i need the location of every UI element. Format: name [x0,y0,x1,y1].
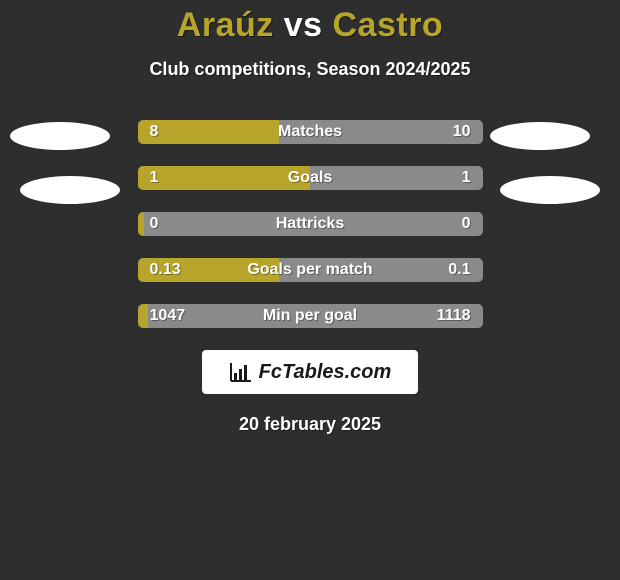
stat-right-value: 0.1 [448,258,470,282]
title-player1: Araúz [177,6,274,44]
stat-right-value: 1 [462,166,471,190]
stat-right-value: 1118 [437,304,471,328]
stat-row: 1Goals1 [138,166,483,190]
fctables-logo: FcTables.com [202,350,418,394]
stat-right-value: 0 [462,212,471,236]
title-player2: Castro [333,6,444,44]
title: Araúz vs Castro [0,0,620,45]
stat-label: Hattricks [138,212,483,236]
stat-row: 0Hattricks0 [138,212,483,236]
comparison-infographic: Araúz vs Castro Club competitions, Seaso… [0,0,620,580]
logo-text: FcTables.com [259,361,392,384]
stat-bars: 8Matches101Goals10Hattricks00.13Goals pe… [138,120,483,328]
stat-label: Goals [138,166,483,190]
team-badge-left-2 [20,176,120,204]
team-badge-left-1 [10,122,110,150]
title-vs: vs [284,6,323,44]
subtitle: Club competitions, Season 2024/2025 [0,59,620,80]
stat-label: Min per goal [138,304,483,328]
stat-row: 0.13Goals per match0.1 [138,258,483,282]
stat-label: Matches [138,120,483,144]
stat-row: 1047Min per goal1118 [138,304,483,328]
date: 20 february 2025 [0,414,620,435]
bar-chart-icon [229,361,253,383]
team-badge-right-1 [490,122,590,150]
team-badge-right-2 [500,176,600,204]
stat-label: Goals per match [138,258,483,282]
stat-right-value: 10 [453,120,471,144]
stat-row: 8Matches10 [138,120,483,144]
